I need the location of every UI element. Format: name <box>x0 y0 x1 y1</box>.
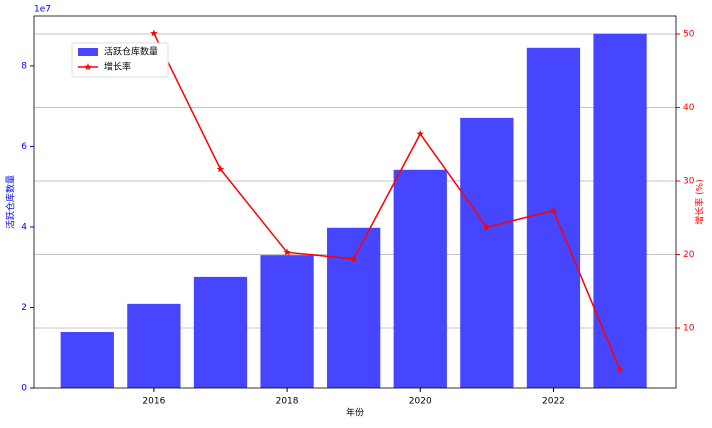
bar <box>526 47 581 388</box>
legend-label: 活跃仓库数量 <box>104 46 158 58</box>
legend-swatch <box>78 48 98 56</box>
y-tick-label: 8 <box>21 61 27 71</box>
marker <box>483 223 491 231</box>
line <box>153 32 621 371</box>
y-axis-label: 活跃仓库数量 <box>5 175 17 229</box>
legend-marker <box>84 63 92 71</box>
bar <box>260 255 314 388</box>
marker <box>616 365 624 374</box>
y2-axis-label: 增长率 (%) <box>694 179 706 224</box>
y-tick-label: 4 <box>21 222 27 232</box>
x-tick-label: 2022 <box>542 397 565 407</box>
marker <box>549 206 558 214</box>
marker <box>216 165 225 173</box>
bar <box>193 276 248 388</box>
marker <box>283 248 291 256</box>
bar <box>127 303 181 388</box>
y2-tick-label: 20 <box>683 250 695 260</box>
x-tick-label: 2018 <box>276 397 299 407</box>
y-tick-label: 2 <box>21 303 27 313</box>
bar <box>327 227 381 388</box>
y-tick-label: 0 <box>21 384 27 394</box>
bar <box>460 117 514 388</box>
bar <box>60 332 114 388</box>
marker <box>150 29 158 37</box>
y-offset-label: 1e7 <box>34 5 51 15</box>
x-tick-label: 2020 <box>409 397 432 407</box>
y-tick-label: 6 <box>21 142 27 152</box>
marker <box>416 129 425 138</box>
bar <box>593 33 647 388</box>
y2-tick-label: 10 <box>683 324 695 334</box>
x-tick-label: 2016 <box>142 397 165 407</box>
bar <box>393 169 447 388</box>
plot-frame <box>33 15 677 389</box>
y2-tick-label: 30 <box>683 177 695 187</box>
y2-tick-label: 40 <box>683 103 695 113</box>
x-axis-label: 年份 <box>346 407 364 419</box>
y2-tick-label: 50 <box>683 30 695 40</box>
marker <box>349 254 358 263</box>
legend-label: 增长率 <box>104 61 131 73</box>
